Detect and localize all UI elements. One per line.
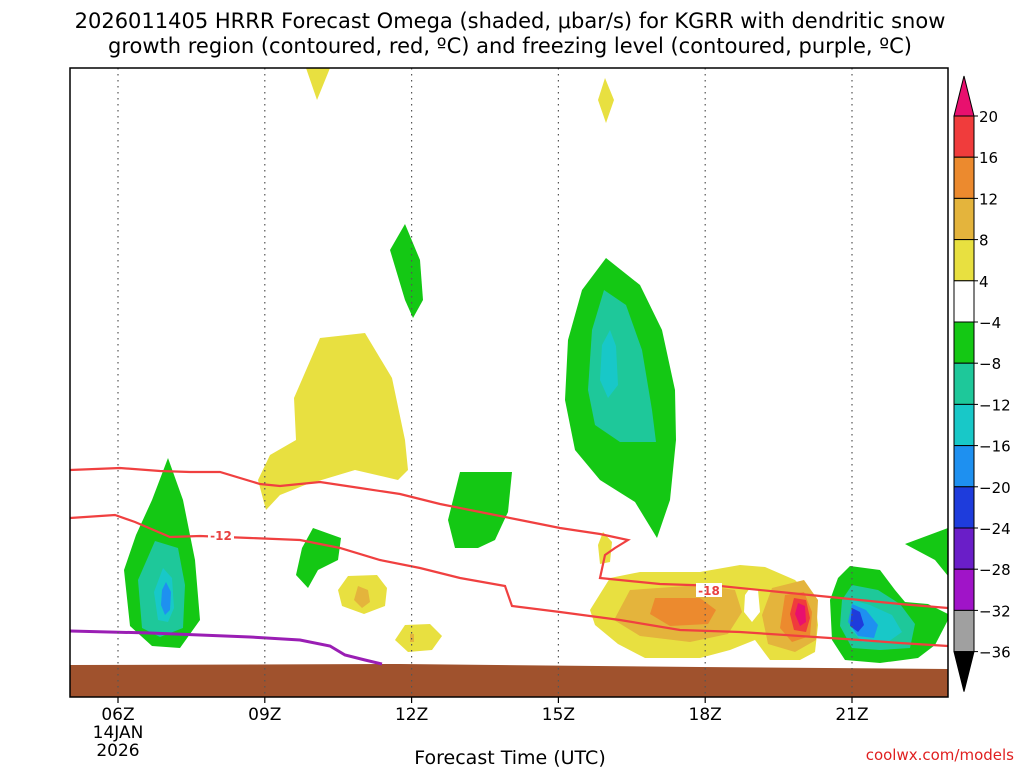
colorbar-label: −8 bbox=[979, 355, 1001, 373]
omega-region-yellow bbox=[306, 68, 330, 100]
colorbar-cap-bottom bbox=[953, 651, 975, 692]
omega-region-green bbox=[905, 528, 948, 576]
colorbar-label: 4 bbox=[979, 273, 989, 291]
colorbar-label: −20 bbox=[979, 479, 1011, 497]
omega-region-yellow bbox=[258, 333, 408, 510]
omega-region-cyan bbox=[600, 330, 618, 398]
x-tick-date: 14JAN bbox=[93, 723, 144, 743]
colorbar-label: −16 bbox=[979, 438, 1011, 456]
colorbar-swatch bbox=[953, 156, 975, 199]
watermark: coolwx.com/models bbox=[866, 746, 1014, 764]
colorbar-label: 12 bbox=[979, 190, 998, 208]
omega-region-orange bbox=[354, 586, 370, 608]
x-tick-label: 21Z bbox=[835, 705, 868, 725]
x-axis-label: Forecast Time (UTC) bbox=[414, 747, 605, 768]
x-tick-year: 2026 bbox=[96, 741, 139, 761]
omega-region-green bbox=[296, 528, 341, 588]
omega-region-teal bbox=[588, 290, 656, 442]
contour-label-bg bbox=[696, 583, 722, 597]
colorbar-label: −36 bbox=[979, 644, 1011, 662]
colorbar-swatch bbox=[953, 239, 975, 282]
x-tick-label: 12Z bbox=[395, 705, 428, 725]
omega-shading bbox=[124, 68, 948, 663]
omega-region-yellow bbox=[395, 624, 442, 652]
plot-area: -12 -18 bbox=[70, 68, 948, 697]
contour-label-minus18: -18 bbox=[698, 584, 720, 598]
colorbar-swatch bbox=[953, 527, 975, 570]
colorbar-label: 8 bbox=[979, 232, 989, 250]
colorbar-label: −12 bbox=[979, 396, 1011, 414]
colorbar-swatch bbox=[953, 197, 975, 241]
grid-lines bbox=[117, 68, 853, 697]
colorbar-label: 20 bbox=[979, 108, 998, 126]
colorbar-swatch bbox=[953, 321, 975, 364]
omega-region-magenta bbox=[795, 603, 806, 626]
colorbar-swatch bbox=[953, 115, 975, 158]
omega-region-blue bbox=[161, 582, 171, 615]
chart-title-line2: growth region (contoured, red, ºC) and f… bbox=[108, 34, 912, 58]
chart-title-line1: 2026011405 HRRR Forecast Omega (shaded, … bbox=[75, 9, 946, 33]
omega-region-darkblue bbox=[850, 608, 864, 632]
freezing-level-contour bbox=[70, 629, 383, 666]
colorbar-label: −4 bbox=[979, 314, 1001, 332]
colorbar-swatch bbox=[953, 403, 975, 447]
omega-region-green bbox=[448, 472, 512, 548]
colorbar-swatch bbox=[953, 362, 975, 405]
x-tick-label: 15Z bbox=[542, 705, 575, 725]
plot-frame bbox=[69, 67, 949, 698]
colorbar-swatch bbox=[953, 568, 975, 611]
colorbar-label: −32 bbox=[979, 602, 1011, 620]
omega-region-yellow bbox=[598, 532, 612, 564]
colorbar-label: −24 bbox=[979, 520, 1011, 538]
x-tick-label: 09Z bbox=[248, 705, 281, 725]
ground-surface bbox=[70, 664, 948, 697]
omega-region-white-hole bbox=[744, 588, 760, 622]
colorbar-swatch bbox=[953, 486, 975, 529]
colorbar-label: 16 bbox=[979, 149, 998, 167]
colorbar: 20 16 12 8 4 −4 −8 −12 −16 −20 −24 −28 −32 −36 bbox=[953, 75, 1011, 692]
omega-region-darkorange bbox=[650, 598, 716, 626]
x-tick-label: 06Z bbox=[101, 705, 134, 725]
colorbar-swatch bbox=[953, 609, 975, 653]
colorbar-swatch bbox=[953, 280, 975, 323]
x-tick-label: 18Z bbox=[689, 705, 722, 725]
contour-label-bg bbox=[208, 528, 234, 542]
omega-region-yellow bbox=[598, 78, 614, 123]
colorbar-label: −28 bbox=[979, 561, 1011, 579]
colorbar-cap-top bbox=[953, 75, 975, 117]
contour-label-minus12: -12 bbox=[210, 529, 232, 543]
dgz-contour-lower bbox=[70, 513, 948, 648]
colorbar-swatch bbox=[953, 445, 975, 488]
omega-region-green bbox=[390, 224, 423, 318]
